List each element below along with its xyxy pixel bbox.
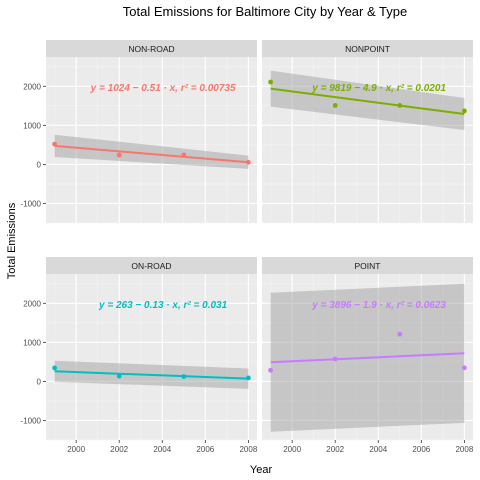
regression-equation: y = 1024 − 0.51 · x, r² = 0.00735 — [90, 83, 236, 94]
panel-point: POINT y = 3896 − 1.9 · x, r² = 0.0623 2000… — [262, 257, 474, 454]
data-point — [52, 142, 57, 147]
panel-strip-label: ON-ROAD — [131, 261, 171, 271]
data-point — [117, 374, 122, 379]
data-point — [181, 374, 186, 379]
data-point — [246, 375, 251, 380]
data-point — [268, 368, 273, 373]
data-point — [397, 332, 402, 337]
y-tick-label: 1000 — [23, 121, 41, 130]
facet-panels: NON-ROAD y = 1024 − 0.51 · x, r² = 0.0073… — [21, 40, 474, 454]
data-point — [181, 152, 186, 157]
data-point — [397, 103, 402, 108]
chart-title: Total Emissions for Baltimore City by Ye… — [123, 4, 407, 19]
x-tick-label: 2008 — [455, 445, 473, 454]
x-tick-label: 2006 — [196, 445, 214, 454]
y-tick-label: -1000 — [21, 199, 42, 208]
panel-background — [46, 274, 257, 440]
x-tick-label: 2008 — [239, 445, 257, 454]
panel-non-road: NON-ROAD y = 1024 − 0.51 · x, r² = 0.0073… — [21, 40, 257, 223]
panel-strip-label: POINT — [355, 261, 381, 271]
data-point — [333, 103, 338, 108]
y-tick-label: -1000 — [21, 416, 42, 425]
regression-equation: y = 3896 − 1.9 · x, r² = 0.0623 — [311, 300, 446, 311]
y-tick-label: 2000 — [23, 299, 41, 308]
panel-nonpoint: NONPOINT y = 9819 − 4.9 · x, r² = 0.0201 — [262, 40, 473, 223]
panel-strip-label: NON-ROAD — [128, 44, 174, 54]
x-tick-label: 2000 — [283, 445, 301, 454]
x-tick-label: 2002 — [326, 445, 344, 454]
data-point — [462, 109, 467, 114]
panel-on-road: ON-ROAD y = 263 − 0.13 · x, r² = 0.031 -10… — [21, 257, 258, 454]
data-point — [268, 80, 273, 85]
data-point — [462, 365, 467, 370]
y-tick-label: 0 — [37, 160, 42, 169]
data-point — [246, 160, 251, 165]
regression-equation: y = 263 − 0.13 · x, r² = 0.031 — [98, 300, 228, 311]
x-tick-label: 2006 — [412, 445, 430, 454]
y-axis-title: Total Emissions — [6, 202, 18, 279]
y-tick-label: 2000 — [23, 82, 41, 91]
y-tick-label: 0 — [37, 377, 42, 386]
x-tick-label: 2002 — [110, 445, 128, 454]
data-point — [333, 357, 338, 362]
y-tick-label: 1000 — [23, 338, 41, 347]
x-tick-label: 2004 — [153, 445, 171, 454]
x-tick-label: 2004 — [369, 445, 387, 454]
regression-equation: y = 9819 − 4.9 · x, r² = 0.0201 — [311, 83, 446, 94]
panel-strip-label: NONPOINT — [345, 44, 390, 54]
x-axis-title: Year — [250, 464, 273, 476]
data-point — [52, 366, 57, 371]
x-tick-label: 2000 — [67, 445, 85, 454]
data-point — [117, 153, 122, 158]
